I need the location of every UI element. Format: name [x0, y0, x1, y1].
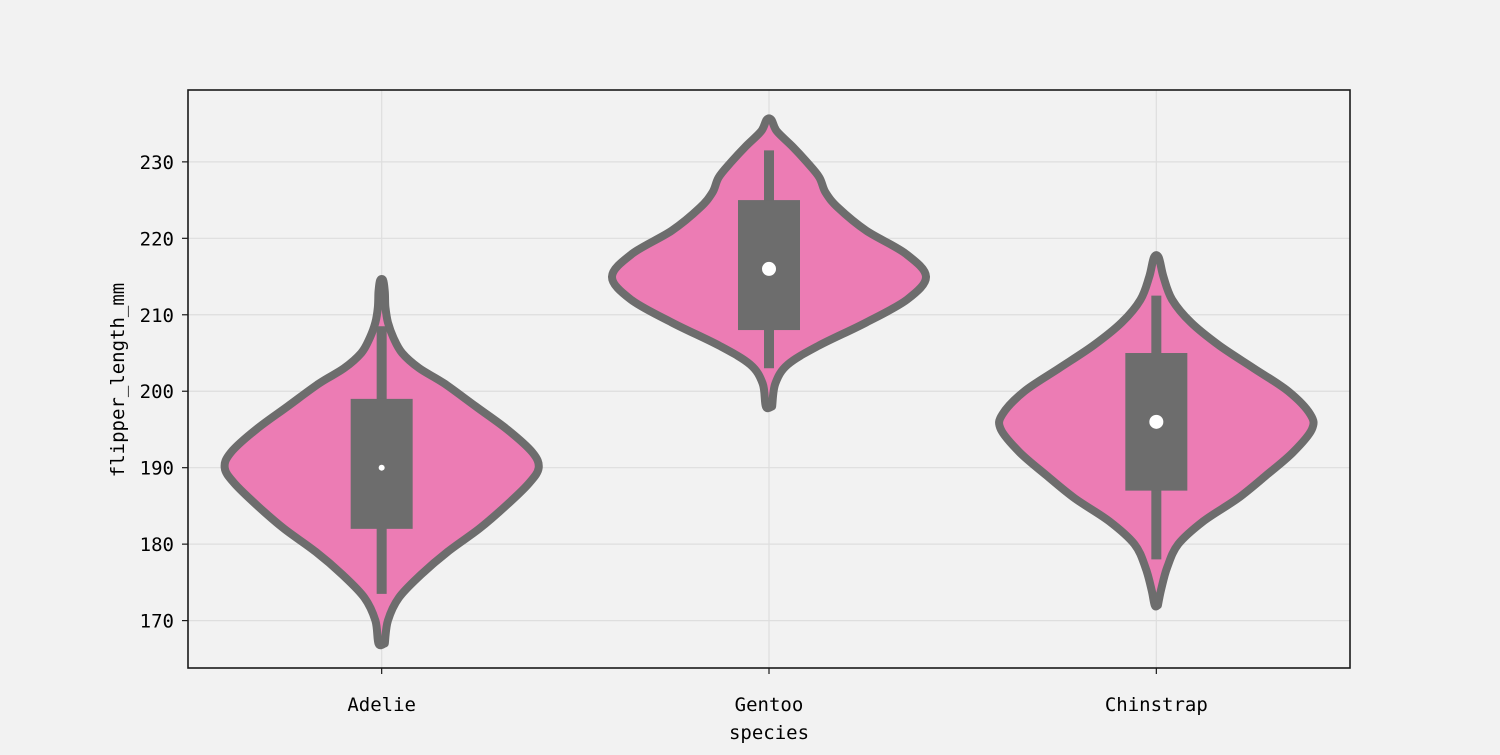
x-tick-label: Adelie	[347, 694, 416, 716]
violin-median-dot	[1149, 414, 1164, 429]
violin-chinstrap	[995, 251, 1318, 611]
violin-iqr-box	[350, 398, 413, 529]
y-tick-label: 210	[140, 305, 174, 327]
y-axis-label: flipper_length_mm	[107, 283, 129, 477]
y-tick-label: 200	[140, 381, 174, 403]
violin-gentoo	[608, 114, 930, 413]
y-tick-label: 190	[140, 458, 174, 480]
y-tick-label: 220	[140, 228, 174, 250]
violins	[220, 114, 1318, 650]
ticks: 170 180 190 200 210 220 230 Adelie Gentoo Chinstr…	[140, 152, 1208, 716]
violin-median-dot	[378, 464, 385, 471]
y-tick-label: 170	[140, 611, 174, 633]
y-tick-label: 230	[140, 152, 174, 174]
violin-median-dot	[762, 261, 776, 276]
x-tick-label: Gentoo	[735, 694, 804, 716]
violin-adelie	[220, 275, 543, 650]
x-tick-label: Chinstrap	[1105, 694, 1208, 716]
x-axis-label: species	[729, 722, 809, 744]
y-tick-label: 180	[140, 534, 174, 556]
